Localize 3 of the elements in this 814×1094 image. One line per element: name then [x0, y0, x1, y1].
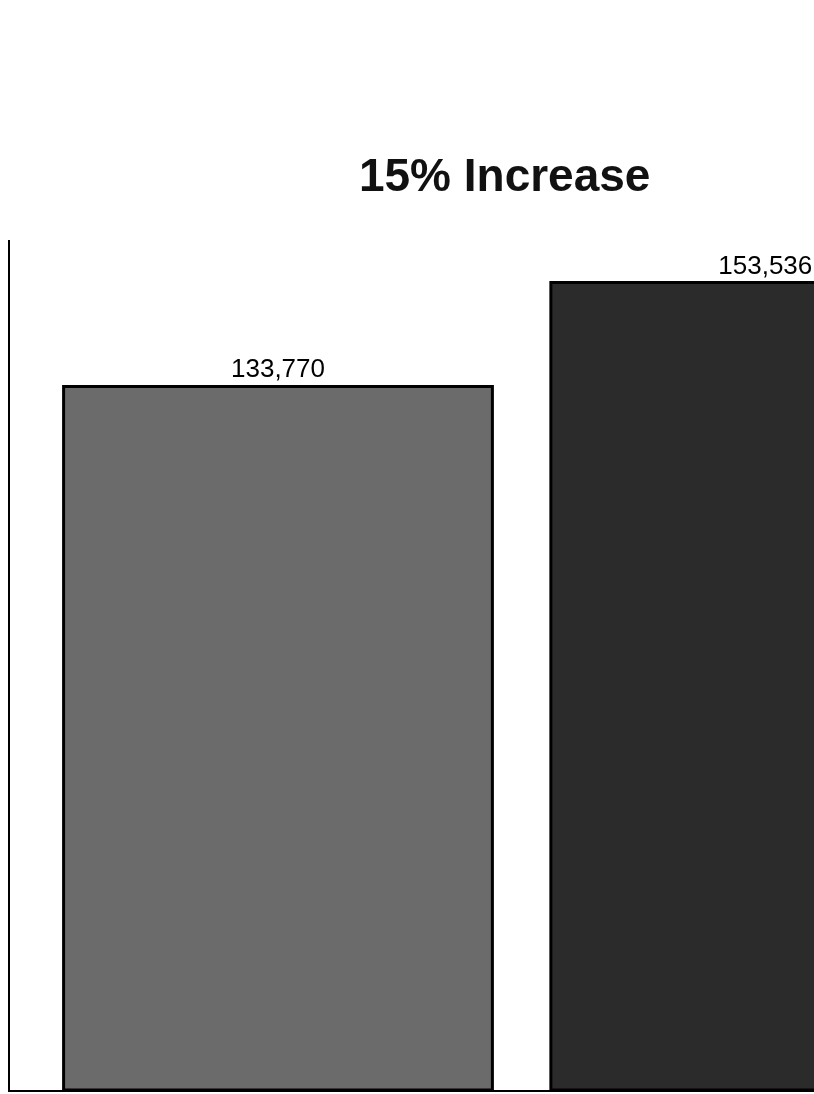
data-label: 133,770: [231, 353, 325, 384]
chart-title: 15% Increase: [358, 149, 651, 202]
data-label: 153,536: [718, 249, 813, 280]
